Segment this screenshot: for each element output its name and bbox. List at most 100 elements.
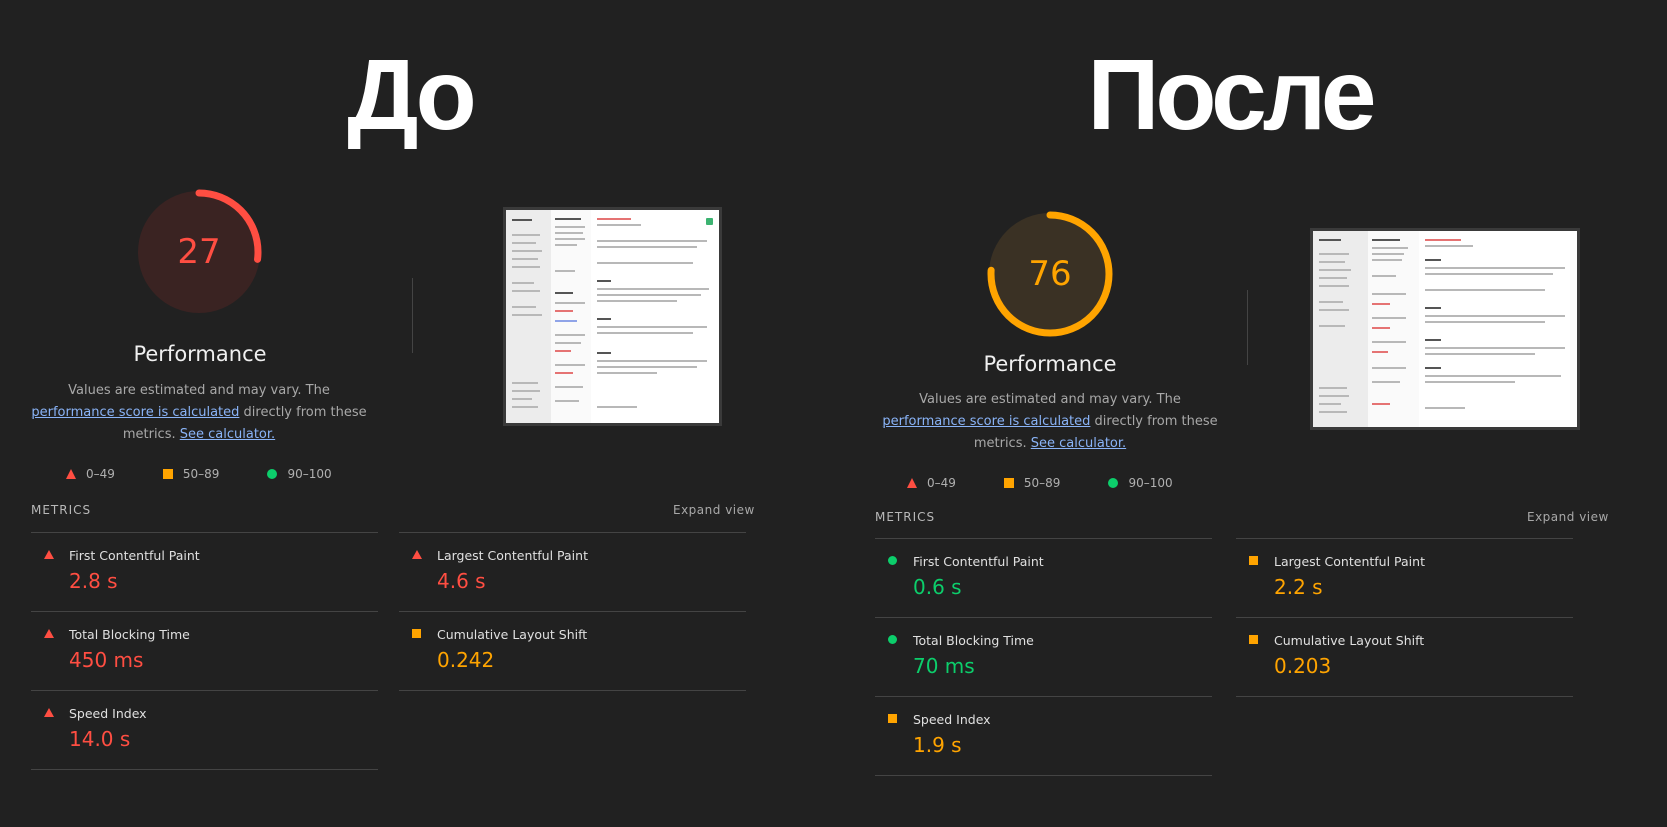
metric-value: 14.0 s — [69, 727, 131, 751]
metric-status-icon — [44, 629, 54, 638]
metric-total-blocking-time: Total Blocking Time 450 ms — [31, 611, 378, 690]
metric-divider — [1236, 696, 1573, 697]
gauge-ring — [987, 211, 1113, 337]
metric-name: Largest Contentful Paint — [437, 548, 588, 563]
expand-view-button[interactable]: Expand view — [673, 503, 755, 517]
triangle-icon — [907, 478, 917, 488]
gauge-ring — [136, 189, 262, 315]
metric-status-icon — [888, 556, 897, 565]
square-icon — [162, 469, 173, 479]
metric-value: 0.203 — [1274, 654, 1332, 678]
metric-cumulative-layout-shift: Cumulative Layout Shift 0.203 — [1236, 617, 1573, 696]
metric-name: Largest Contentful Paint — [1274, 554, 1425, 569]
metric-value: 2.8 s — [69, 569, 118, 593]
metric-value: 0.6 s — [913, 575, 962, 599]
triangle-icon — [66, 469, 76, 479]
legend-label: 0–49 — [927, 476, 956, 490]
metric-status-icon — [44, 550, 54, 559]
metric-status-icon — [44, 708, 54, 717]
metric-name: Speed Index — [913, 712, 991, 727]
performance-title: Performance — [133, 342, 267, 366]
metric-name: Speed Index — [69, 706, 147, 721]
legend-pass: 90–100 — [1108, 476, 1173, 490]
see-calculator-link[interactable]: See calculator. — [179, 427, 276, 442]
square-icon — [1003, 478, 1014, 488]
score-legend: 0–49 50–89 90–100 — [907, 476, 1221, 490]
triangle-icon — [44, 629, 54, 638]
metric-value: 0.242 — [437, 648, 495, 672]
legend-label: 0–49 — [86, 467, 115, 481]
square-icon — [412, 629, 421, 638]
expand-view-button[interactable]: Expand view — [1527, 510, 1609, 524]
metric-name: Total Blocking Time — [69, 627, 190, 642]
metrics-label: METRICS — [31, 503, 92, 517]
legend-pass: 90–100 — [267, 467, 332, 481]
thumbnail-chat — [1418, 231, 1577, 427]
metric-name: Total Blocking Time — [913, 633, 1034, 648]
legend-label: 90–100 — [287, 467, 332, 481]
thumbnail-sidebar — [506, 210, 552, 423]
performance-score-link[interactable]: performance score is calculated — [882, 414, 1091, 429]
legend-label: 50–89 — [1023, 476, 1061, 490]
metric-largest-contentful-paint: Largest Contentful Paint 4.6 s — [399, 532, 746, 611]
metric-divider — [399, 690, 746, 691]
score-legend: 0–49 50–89 90–100 — [66, 467, 380, 481]
thumbnail-list — [550, 210, 593, 423]
panel-after: После 76 Performance Values are estimate… — [820, 0, 1667, 827]
metric-value: 2.2 s — [1274, 575, 1323, 599]
square-icon — [888, 714, 897, 723]
metric-name: Cumulative Layout Shift — [1274, 633, 1425, 648]
desc-text-2: directly from these metrics. — [122, 405, 367, 442]
performance-title: Performance — [983, 352, 1117, 376]
metric-name: First Contentful Paint — [913, 554, 1044, 569]
legend-average: 50–89 — [162, 467, 220, 481]
panel-before: До 27 Performance Values are estimated a… — [0, 0, 820, 827]
triangle-icon — [44, 708, 54, 717]
metric-total-blocking-time: Total Blocking Time 70 ms — [875, 617, 1212, 696]
score-value: 27 — [177, 232, 221, 272]
performance-score-link[interactable]: performance score is calculated — [31, 405, 240, 420]
performance-description: Values are estimated and may vary. The p… — [29, 380, 369, 446]
page-screenshot-thumbnail[interactable] — [503, 207, 722, 426]
score-gauge: 27 — [134, 187, 264, 317]
metric-status-icon — [412, 550, 422, 559]
circle-icon — [888, 556, 897, 565]
heading-before: До — [347, 39, 477, 151]
metric-divider — [875, 775, 1212, 776]
desc-text: Values are estimated and may vary. The — [919, 392, 1181, 407]
score-gauge: 76 — [985, 209, 1115, 339]
thumbnail-sidebar — [1313, 231, 1370, 427]
legend-label: 50–89 — [182, 467, 220, 481]
circle-icon — [888, 635, 897, 644]
metrics-label: METRICS — [875, 510, 936, 524]
circle-icon — [1108, 478, 1119, 488]
thumbnail-list — [1368, 231, 1420, 427]
metric-value: 1.9 s — [913, 733, 962, 757]
legend-average: 50–89 — [1003, 476, 1061, 490]
desc-text: Values are estimated and may vary. The — [68, 383, 330, 398]
metric-name: First Contentful Paint — [69, 548, 200, 563]
divider — [412, 278, 413, 353]
performance-description: Values are estimated and may vary. The p… — [880, 389, 1220, 455]
metric-first-contentful-paint: First Contentful Paint 0.6 s — [875, 538, 1212, 617]
metric-status-icon — [888, 635, 897, 644]
desc-text-2: directly from these metrics. — [973, 414, 1218, 451]
metric-value: 4.6 s — [437, 569, 486, 593]
thumbnail-chat — [591, 210, 719, 423]
triangle-icon — [412, 550, 422, 559]
metric-value: 70 ms — [913, 654, 975, 678]
metric-speed-index: Speed Index 1.9 s — [875, 696, 1212, 775]
score-value: 76 — [1028, 254, 1072, 294]
legend-fail: 0–49 — [66, 467, 115, 481]
metric-cumulative-layout-shift: Cumulative Layout Shift 0.242 — [399, 611, 746, 690]
triangle-icon — [44, 550, 54, 559]
legend-fail: 0–49 — [907, 476, 956, 490]
divider — [1247, 290, 1248, 365]
see-calculator-link[interactable]: See calculator. — [1030, 436, 1127, 451]
page-screenshot-thumbnail[interactable] — [1310, 228, 1580, 430]
circle-icon — [267, 469, 278, 479]
metric-largest-contentful-paint: Largest Contentful Paint 2.2 s — [1236, 538, 1573, 617]
heading-after: После — [1087, 39, 1376, 151]
metric-status-icon — [888, 714, 897, 723]
metric-divider — [31, 769, 378, 770]
